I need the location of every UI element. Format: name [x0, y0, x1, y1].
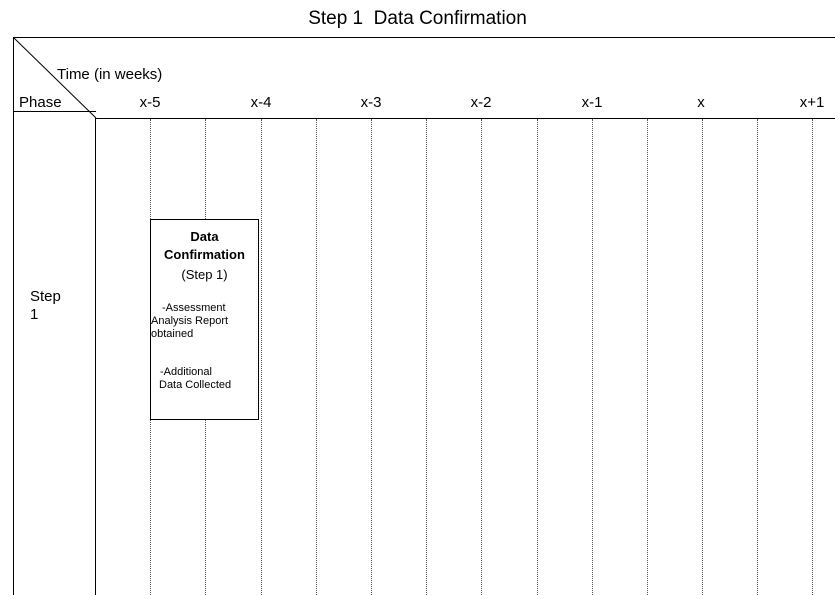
- grid-line: [481, 119, 482, 595]
- task-note-2-line2: Data Collected: [159, 379, 232, 391]
- row-label-step-1: Step 1: [30, 288, 61, 324]
- frame-top-border: [13, 37, 835, 38]
- grid-line: [261, 119, 262, 595]
- task-box-data-confirmation[interactable]: Data Confirmation (Step 1) -Assessment A…: [150, 219, 259, 420]
- column-label-x-4: x-4: [250, 94, 272, 111]
- phase-axis-label: Phase: [19, 94, 62, 111]
- column-label-x-1: x-1: [581, 94, 603, 111]
- task-title-line2: Confirmation: [164, 247, 245, 262]
- task-title: Data Confirmation: [151, 228, 258, 264]
- grid-line: [316, 119, 317, 595]
- grid-line: [757, 119, 758, 595]
- task-note-1-line3: obtained: [151, 328, 194, 340]
- time-axis-label: Time (in weeks): [57, 66, 163, 83]
- grid-line: [592, 119, 593, 595]
- header-bottom-line: [95, 118, 835, 119]
- header-bottom-left-line: [13, 111, 96, 112]
- task-subtitle: (Step 1): [181, 267, 228, 282]
- grid-line: [812, 119, 813, 595]
- grid-line: [537, 119, 538, 595]
- frame-left-border: [13, 37, 14, 595]
- phase-column-divider: [95, 118, 96, 595]
- task-note-additional: -Additional Data Collected: [151, 366, 258, 392]
- task-note-2-line1: -Additional: [160, 366, 212, 378]
- task-note-1-line1: -Assessment: [162, 302, 226, 314]
- task-note-1-line2: Analysis Report: [151, 315, 229, 327]
- grid-line: [702, 119, 703, 595]
- task-title-line1: Data: [190, 229, 219, 244]
- column-label-x-5: x-5: [139, 94, 161, 111]
- grid-line: [426, 119, 427, 595]
- column-label-x+1: x+1: [799, 94, 825, 111]
- grid-line: [647, 119, 648, 595]
- column-label-x: x: [697, 94, 705, 111]
- row-label-line2: 1: [30, 306, 39, 323]
- task-note-assessment: -Assessment Analysis Report obtained: [151, 302, 258, 341]
- column-label-x-2: x-2: [470, 94, 492, 111]
- row-label-line1: Step: [30, 288, 61, 305]
- chart-title: Step 1 Data Confirmation: [308, 8, 527, 29]
- grid-line: [371, 119, 372, 595]
- column-label-x-3: x-3: [360, 94, 382, 111]
